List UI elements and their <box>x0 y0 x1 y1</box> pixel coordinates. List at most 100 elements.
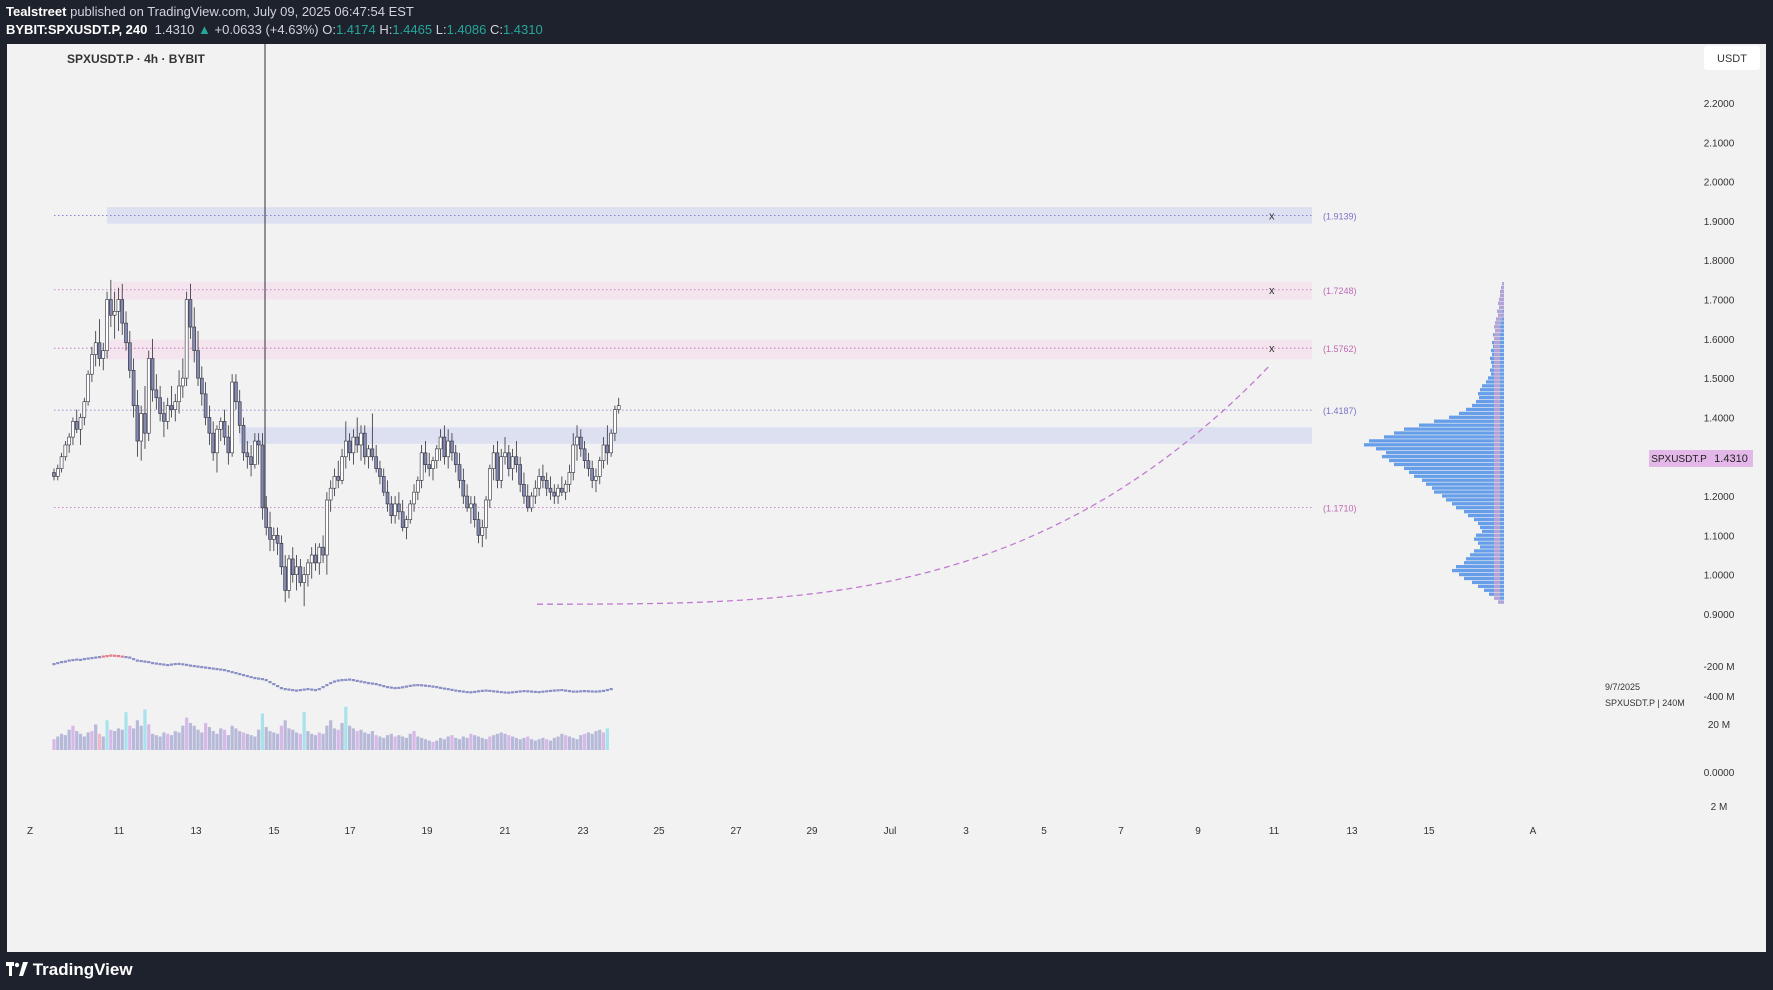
osc-dot-66 <box>302 688 306 691</box>
price-tag-symbol: SPXUSDT.P <box>1651 454 1707 465</box>
volume-layer <box>52 706 609 750</box>
osc-dot-56 <box>264 679 268 682</box>
candle-body-115 <box>488 468 492 501</box>
open-label: O: <box>322 22 336 37</box>
last-price: 1.4310 <box>154 22 195 37</box>
osc-dot-6 <box>75 658 79 661</box>
profile-bar-tip-49 <box>1494 474 1500 478</box>
profile-bar-tip-59 <box>1494 513 1500 518</box>
profile-bar-tip-67 <box>1494 545 1500 549</box>
candle-body-44 <box>218 421 223 430</box>
profile-bar-tip-9 <box>1496 317 1502 321</box>
price-tick-10: 1.2000 <box>1704 492 1735 503</box>
volume-bar-20 <box>128 725 132 750</box>
profile-bar-tip-37 <box>1494 427 1500 431</box>
candle-body-16 <box>112 311 117 316</box>
osc-dot-40 <box>204 666 208 669</box>
osc-dot-144 <box>598 690 602 693</box>
volume-bar-96 <box>416 736 420 750</box>
profile-bar-tip-18 <box>1494 352 1500 357</box>
osc-dot-38 <box>196 665 200 668</box>
profile-bar-73 <box>1452 568 1504 573</box>
candle-body-94 <box>408 503 413 520</box>
osc-dot-123 <box>518 690 522 693</box>
currency-label: USDT <box>1717 53 1747 65</box>
volume-bar-40 <box>204 723 208 750</box>
volume-bar-64 <box>294 732 299 750</box>
author-name[interactable]: Tealstreet <box>6 4 67 19</box>
currency-box[interactable] <box>1704 46 1760 70</box>
profile-bar-tip-73 <box>1494 568 1500 573</box>
candle-body-139 <box>579 436 583 450</box>
osc-dot-68 <box>310 688 314 691</box>
osc-dot-8 <box>82 658 86 661</box>
level-label-0: (1.9139) <box>1323 211 1357 221</box>
osc-dot-53 <box>253 677 257 680</box>
osc-dot-39 <box>200 666 204 669</box>
candle-body-71 <box>321 546 325 556</box>
profile-bar-tip-33 <box>1494 411 1500 416</box>
profile-bar-tip-55 <box>1494 498 1500 502</box>
profile-bar-tip-44 <box>1494 454 1500 459</box>
osc-dot-97 <box>420 684 424 687</box>
volume-bar-82 <box>363 732 367 750</box>
tradingview-logo[interactable]: TradingView <box>6 960 133 980</box>
profile-bar-tip-66 <box>1494 541 1500 545</box>
volume-bar-103 <box>442 739 446 750</box>
osc-dot-106 <box>454 689 458 692</box>
profile-bar-77 <box>1478 584 1504 588</box>
osc-dot-114 <box>484 689 488 692</box>
profile-bar-tip-56 <box>1494 502 1500 506</box>
osc-dot-59 <box>276 685 280 688</box>
candle-body-33 <box>177 385 181 403</box>
candle-body-13 <box>101 350 106 359</box>
chart-canvas[interactable]: (1.9139) (1.7248) (1.5762) (1.4187) (1.1710)… <box>7 44 1766 952</box>
profile-bar-tip-62 <box>1494 525 1500 530</box>
tradingview-logo-icon <box>6 962 28 976</box>
candle-body-52 <box>249 456 253 465</box>
osc-dot-18 <box>120 655 124 658</box>
candle-body-102 <box>438 436 443 450</box>
volume-bar-26 <box>150 733 155 750</box>
osc-dot-35 <box>185 663 189 666</box>
volume-bar-118 <box>499 732 503 750</box>
profile-bar-tip-3 <box>1500 293 1504 298</box>
osc-dot-131 <box>548 689 553 692</box>
volume-bar-54 <box>257 729 261 750</box>
osc-dot-91 <box>397 686 401 689</box>
volume-bar-94 <box>408 733 412 750</box>
profile-bar-tip-16 <box>1494 344 1500 349</box>
candle-body-63 <box>290 558 295 575</box>
profile-bar-tip-35 <box>1494 419 1500 423</box>
volume-bar-75 <box>336 729 340 750</box>
volume-bar-100 <box>431 741 435 750</box>
volume-bar-141 <box>586 732 590 750</box>
price-tag-symbol-box <box>1649 450 1709 467</box>
candle-body-32 <box>173 401 178 410</box>
volume-bar-36 <box>188 723 193 750</box>
open-value: 1.4174 <box>335 22 376 37</box>
osc-dot-29 <box>162 663 166 666</box>
candle-body-147 <box>609 432 613 454</box>
volume-bar-99 <box>427 740 431 750</box>
volume-bar-39 <box>200 732 204 750</box>
candle-body-50 <box>241 425 246 454</box>
chart-panel[interactable]: (1.9139) (1.7248) (1.5762) (1.4187) (1.1710)… <box>7 44 1766 952</box>
volume-bar-65 <box>298 733 302 750</box>
candle-body-81 <box>359 432 363 446</box>
osc-dot-14 <box>105 655 109 658</box>
volume-bar-24 <box>143 709 147 750</box>
profile-bar-tip-1 <box>1501 285 1504 290</box>
osc-dot-50 <box>241 674 246 677</box>
volume-bar-50 <box>241 732 246 750</box>
profile-bar-tip-47 <box>1494 466 1500 471</box>
zone-1 <box>113 281 1312 300</box>
profile-bar-58 <box>1464 509 1504 514</box>
time-tick-10: 29 <box>806 826 818 837</box>
profile-bar-68 <box>1474 549 1504 553</box>
volume-bar-123 <box>518 739 522 750</box>
candle-body-38 <box>196 350 200 379</box>
volume-bar-144 <box>598 729 602 750</box>
candle-body-131 <box>548 487 553 493</box>
candle-body-67 <box>306 562 310 575</box>
